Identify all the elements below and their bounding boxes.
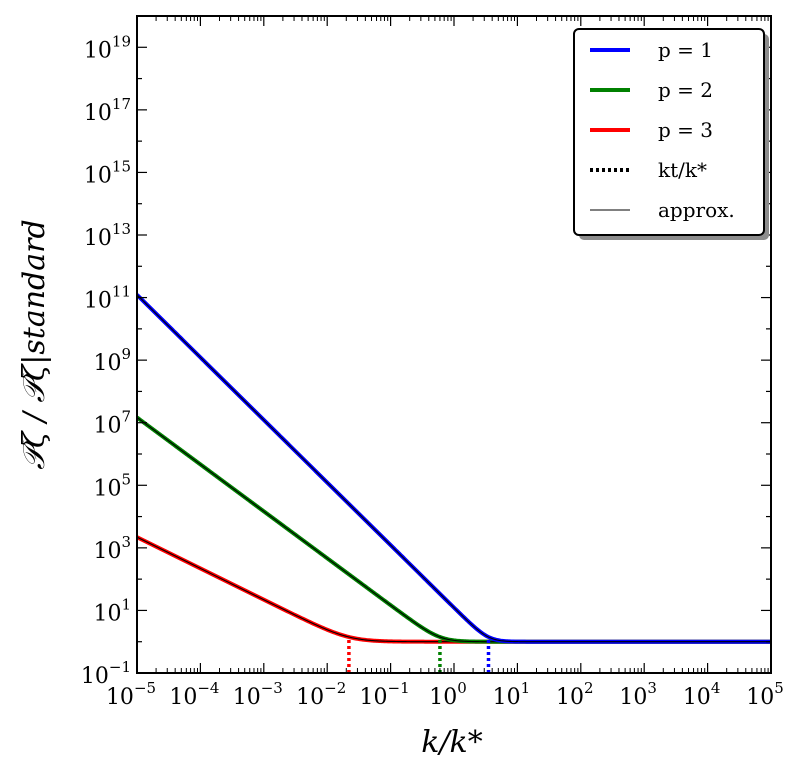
legend-label: p = 1 [658, 38, 713, 62]
x-tick-label: 104 [683, 679, 721, 710]
y-tick-label: 105 [93, 470, 131, 501]
approx-line-p3 [137, 536, 771, 643]
y-tick-label: 1015 [84, 157, 131, 188]
x-tick-label: 10−3 [233, 679, 283, 710]
legend-label: kt/k* [658, 158, 707, 182]
x-axis-label: k/k* [421, 725, 482, 760]
x-tick-label: 10−4 [169, 679, 219, 710]
y-tick-label: 107 [93, 408, 131, 439]
y-tick-label: 1011 [84, 283, 131, 314]
x-tick-label: 103 [619, 679, 657, 710]
legend-box [573, 28, 765, 236]
x-tick-label: 105 [746, 679, 784, 710]
x-tick-label: 10−5 [106, 679, 156, 710]
y-tick-labels: 10−1 101 103 105 107 109 1011 1013 1015 1017 1019 [81, 32, 131, 689]
x-tick-label: 10−2 [296, 679, 346, 710]
legend: p = 1 p = 2 p = 3 kt/k* approx. [573, 28, 769, 240]
y-tick-label: 101 [93, 595, 131, 626]
ticks [136, 15, 772, 674]
y-tick-label: 103 [93, 533, 131, 564]
y-tick-label: 109 [93, 345, 131, 376]
legend-label: approx. [658, 198, 735, 222]
legend-label: p = 3 [658, 118, 713, 142]
series-line-p3 [137, 535, 771, 644]
y-tick-label: 10−1 [81, 658, 131, 689]
x-tick-label: 100 [429, 679, 467, 710]
y-tick-label: 1017 [84, 95, 131, 126]
plot-area [137, 293, 771, 644]
x-tick-labels: 10−5 10−4 10−3 10−2 10−1 100 101 102 103 104 105 [106, 679, 784, 710]
series-line-p1 [137, 293, 771, 644]
y-axis-label: 𝒫ζ / 𝒫ζ|standard [17, 219, 52, 469]
x-tick-label: 102 [556, 679, 594, 710]
x-tick-label: 10−1 [360, 679, 410, 710]
y-tick-label: 1019 [84, 32, 131, 63]
legend-label: p = 2 [658, 78, 713, 102]
y-tick-label: 1013 [84, 220, 131, 251]
x-tick-label: 101 [493, 679, 531, 710]
approx-line-p1 [137, 294, 771, 643]
